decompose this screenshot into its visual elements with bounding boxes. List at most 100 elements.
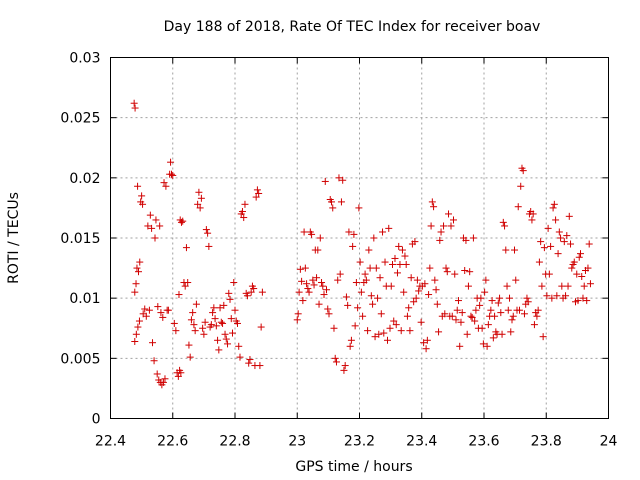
data-point	[159, 313, 167, 321]
data-point	[507, 328, 515, 336]
data-point	[570, 258, 578, 266]
data-point	[517, 182, 525, 190]
data-point	[478, 324, 486, 332]
data-point	[190, 321, 198, 329]
data-point	[452, 316, 460, 324]
data-point	[362, 276, 370, 284]
data-point	[585, 240, 593, 248]
data-point	[340, 366, 348, 374]
x-tick-label: 23.8	[531, 434, 562, 450]
y-tick-label: 0.03	[69, 51, 100, 67]
data-point	[396, 260, 404, 268]
data-point	[564, 282, 572, 290]
data-point	[576, 250, 584, 258]
data-point	[574, 297, 582, 305]
data-point	[380, 329, 388, 337]
data-point	[549, 204, 557, 212]
data-point	[134, 182, 142, 190]
data-point	[304, 285, 312, 293]
data-point	[393, 269, 401, 277]
data-point	[487, 306, 495, 314]
data-point	[141, 305, 149, 313]
x-tick-label: 22.8	[219, 434, 250, 450]
data-point	[477, 294, 485, 302]
data-point	[407, 274, 415, 282]
data-point	[584, 264, 592, 272]
data-point	[498, 330, 506, 338]
data-point	[233, 319, 241, 327]
data-point	[168, 170, 176, 178]
data-point	[342, 293, 350, 301]
data-point	[298, 277, 306, 285]
y-tick-label: 0	[92, 412, 101, 428]
data-point	[533, 312, 541, 320]
data-point	[236, 353, 244, 361]
x-tick-label: 22.6	[157, 434, 188, 450]
data-point	[501, 222, 509, 230]
data-point	[226, 295, 234, 303]
data-point	[184, 279, 192, 287]
data-point	[181, 282, 189, 290]
data-point	[359, 312, 367, 320]
data-point	[376, 274, 384, 282]
data-point	[483, 342, 491, 350]
data-point	[563, 232, 571, 240]
data-point	[175, 291, 183, 299]
data-point	[370, 234, 378, 242]
data-point	[191, 327, 199, 335]
data-point	[308, 230, 316, 238]
data-point	[157, 309, 165, 317]
data-point	[337, 198, 345, 206]
data-point	[185, 341, 193, 349]
data-point	[369, 300, 377, 308]
data-point	[309, 276, 317, 284]
data-point	[314, 246, 322, 254]
data-point	[379, 228, 387, 236]
data-point	[540, 244, 548, 252]
data-point	[491, 312, 499, 320]
data-point	[224, 340, 232, 348]
data-point	[177, 369, 185, 377]
data-point	[555, 228, 563, 236]
data-point	[315, 300, 323, 308]
data-point	[461, 266, 469, 274]
y-axis-label: ROTI / TECUs	[6, 192, 22, 284]
data-point	[177, 218, 185, 226]
data-point	[324, 305, 332, 313]
plot-frame	[110, 57, 609, 419]
data-point	[192, 300, 200, 308]
data-point	[538, 282, 546, 290]
data-point	[332, 358, 340, 366]
data-point	[321, 177, 329, 185]
data-point	[445, 210, 453, 218]
data-point	[316, 234, 324, 242]
data-point	[205, 242, 213, 250]
data-point	[432, 286, 440, 294]
data-point	[410, 298, 418, 306]
data-point	[387, 282, 395, 290]
data-point	[489, 334, 497, 342]
data-point	[365, 246, 373, 254]
data-point	[472, 306, 480, 314]
data-point	[219, 319, 227, 327]
data-point	[503, 282, 511, 290]
data-point	[131, 337, 139, 345]
x-tick-label: 23.2	[344, 434, 375, 450]
data-points	[130, 99, 594, 389]
data-point	[567, 240, 575, 248]
data-point	[420, 339, 428, 347]
data-point	[230, 279, 238, 287]
data-point	[430, 203, 438, 211]
data-point	[447, 222, 455, 230]
data-point	[344, 301, 352, 309]
data-point	[519, 167, 527, 175]
data-point	[170, 319, 178, 327]
data-point	[352, 279, 360, 287]
data-point	[238, 208, 246, 216]
data-point	[167, 158, 175, 166]
data-point	[367, 292, 375, 300]
x-tick-label: 24	[600, 434, 618, 450]
data-point	[364, 327, 372, 335]
data-point	[189, 309, 197, 317]
data-point	[179, 217, 187, 225]
